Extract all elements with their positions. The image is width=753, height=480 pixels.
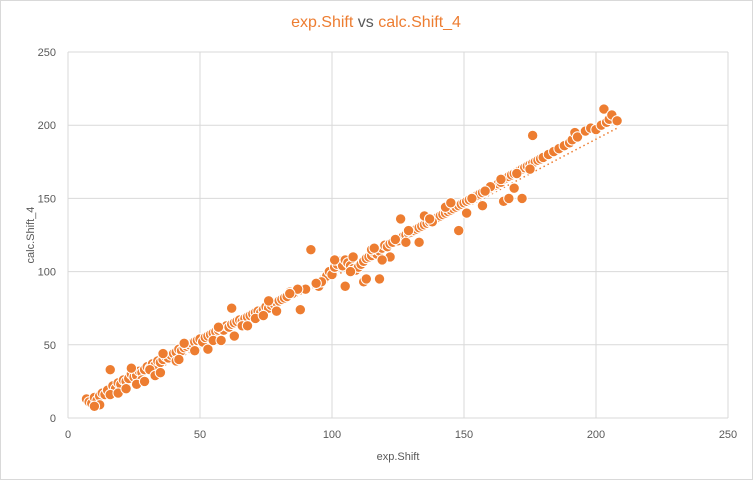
data-point [453, 224, 465, 237]
data-point [178, 337, 190, 350]
data-point [344, 265, 357, 278]
data-point [376, 254, 388, 266]
chart-title-x-name: exp.Shift [291, 14, 354, 31]
data-point [571, 131, 584, 143]
x-tick-label: 200 [587, 429, 605, 441]
data-point [270, 305, 283, 317]
data-point [445, 197, 457, 209]
data-point [173, 353, 185, 366]
data-point [368, 242, 380, 254]
data-point [373, 273, 386, 285]
data-point [228, 330, 241, 342]
y-axis-label: calc.Shift_4 [25, 207, 37, 264]
data-point [360, 273, 373, 285]
data-point [423, 213, 436, 225]
data-point [154, 366, 167, 379]
data-point [212, 321, 225, 333]
data-point [347, 251, 359, 263]
data-point [511, 167, 523, 180]
data-point [598, 103, 610, 115]
data-point [503, 192, 515, 205]
x-axis-label: exp.Shift [377, 451, 420, 463]
x-tick-label: 50 [194, 429, 206, 441]
data-point [120, 383, 132, 395]
data-point [202, 343, 214, 355]
data-point [262, 295, 275, 307]
data-point [508, 182, 520, 194]
data-point [125, 362, 138, 374]
data-point [157, 347, 169, 360]
data-point [225, 302, 238, 314]
data-point [466, 192, 478, 205]
y-axis-ticks: 0 50 100 150 200 250 [38, 47, 56, 425]
x-tick-label: 0 [65, 429, 71, 441]
x-tick-label: 150 [455, 429, 473, 441]
chart-title: exp.Shift vs calc.Shift_4 [291, 14, 461, 31]
y-tick-label: 200 [38, 120, 56, 132]
y-tick-label: 0 [50, 413, 56, 425]
x-tick-label: 100 [323, 429, 341, 441]
chart-title-joiner: vs [353, 14, 378, 31]
data-point [328, 254, 341, 266]
data-point [284, 287, 296, 300]
data-point [394, 213, 407, 225]
y-tick-label: 50 [44, 340, 56, 352]
chart-title-y-name: calc.Shift_4 [378, 14, 461, 31]
data-point [215, 334, 227, 347]
data-point [495, 173, 507, 186]
data-point [241, 320, 254, 332]
data-point [138, 375, 151, 388]
data-point [400, 236, 412, 249]
data-point [611, 115, 623, 127]
data-point [516, 192, 528, 205]
data-point [305, 243, 317, 256]
data-point [88, 400, 101, 412]
data-point [402, 224, 415, 237]
data-point [189, 344, 201, 357]
data-point [524, 163, 536, 175]
data-point [413, 236, 425, 249]
y-tick-label: 150 [38, 193, 56, 205]
data-points [80, 103, 623, 412]
data-point [476, 200, 489, 212]
x-tick-label: 250 [719, 429, 737, 441]
y-tick-label: 100 [38, 267, 56, 279]
data-point [526, 129, 539, 142]
y-tick-label: 250 [38, 47, 56, 59]
x-axis-ticks: 0 50 100 150 200 250 [65, 429, 737, 441]
data-point [460, 207, 473, 219]
data-point [310, 277, 322, 290]
data-point [294, 303, 307, 316]
data-point [339, 280, 351, 292]
data-point [104, 363, 116, 376]
data-point [479, 185, 491, 197]
data-point [257, 309, 270, 322]
data-point [389, 233, 402, 246]
